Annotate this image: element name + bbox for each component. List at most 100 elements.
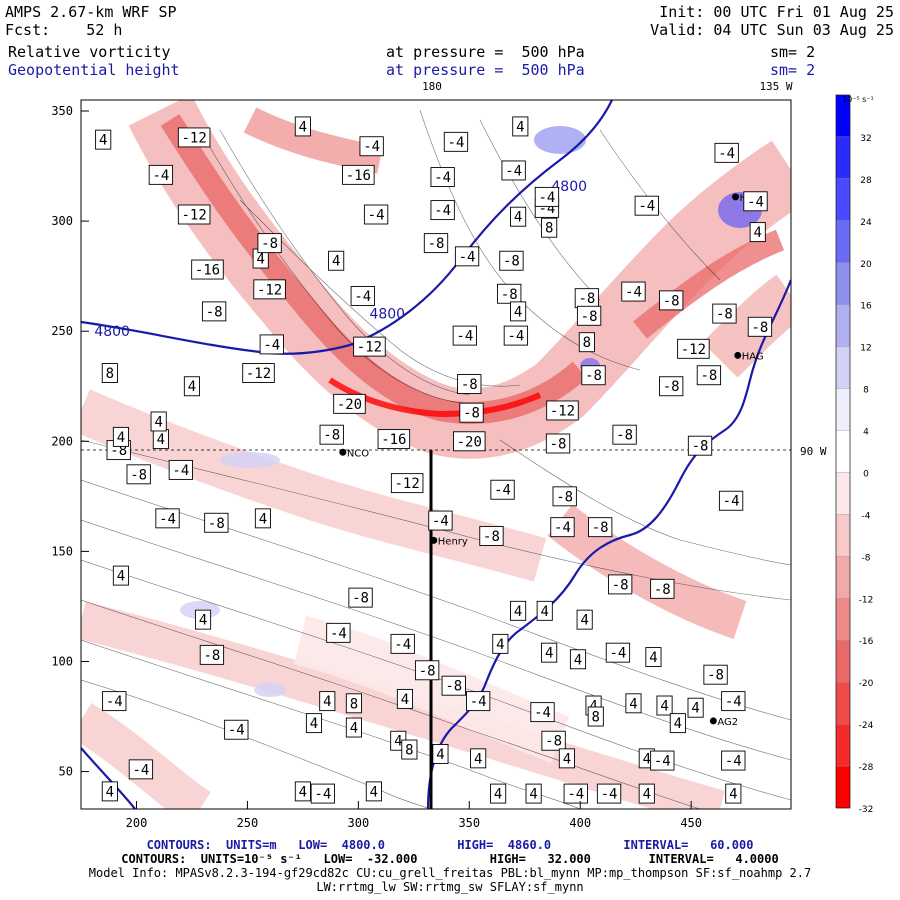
colorbar-label: -32 (859, 805, 874, 815)
vorticity-label-box (390, 633, 415, 654)
vorticity-label-box (578, 332, 595, 353)
vorticity-label-text: -8 (130, 467, 147, 483)
vorticity-label-box (466, 691, 491, 712)
y-axis-ticks: 50 100 150 200 250 300 350 (51, 104, 89, 779)
vorticity-label-box (536, 600, 553, 621)
vorticity-label: -4 (466, 691, 491, 712)
vorticity-label-box (608, 574, 633, 595)
vorticity-label-box (499, 250, 524, 271)
vorticity-label: -12 (546, 400, 579, 421)
vorticity-label-text: -8 (616, 428, 633, 444)
vorticity-label-text: 4 (691, 701, 699, 717)
vorticity-label-text: -4 (106, 694, 123, 710)
vorticity-label-box (581, 365, 606, 386)
vorticity-label-box (696, 365, 722, 386)
vorticity-label: 4 (510, 301, 527, 322)
vorticity-label: -20 (333, 393, 366, 414)
x-tick-label: 400 (569, 816, 591, 830)
vorticity-label-text: -4 (505, 163, 522, 179)
vorticity-label-text: -8 (663, 293, 680, 309)
vorticity-label-text: -4 (152, 168, 169, 184)
vorticity-label-box (345, 693, 362, 714)
vorticity-label-text: 4 (629, 696, 637, 712)
vorticity-label: -8 (201, 301, 227, 322)
vorticity-label-text: -8 (461, 377, 478, 393)
vorticity-label: -8 (588, 517, 613, 538)
vorticity-label-text: -8 (578, 291, 595, 307)
vorticity-label: -8 (687, 435, 713, 456)
vorticity-label-box (443, 131, 469, 152)
vorticity-label-text: 4 (529, 787, 537, 803)
colorbar-label: -12 (859, 595, 874, 605)
vorticity-label-text: 8 (545, 221, 553, 237)
vorticity-label: -8 (612, 424, 637, 445)
vorticity-label-box (168, 459, 193, 480)
vorticity-label-box (453, 431, 486, 452)
vorticity-label-box (541, 730, 566, 751)
vorticity-label-text: 4 (370, 784, 378, 800)
vorticity-label-box (350, 286, 375, 306)
vorticity-label: 4 (150, 411, 167, 432)
vorticity-label-box (650, 750, 675, 771)
vorticity-label-box (102, 691, 127, 712)
vorticity-label-box (563, 783, 588, 804)
vorticity-label-text: -4 (448, 135, 465, 151)
vorticity-label-text: -8 (716, 307, 733, 323)
vorticity-label-text: 4 (514, 210, 522, 226)
vorticity-label: 4 (510, 600, 527, 621)
vorticity-label: -8 (126, 464, 151, 485)
vorticity-label-text: -4 (539, 190, 556, 206)
vorticity-label-box (201, 301, 227, 322)
vorticity-label-box (558, 748, 575, 769)
vorticity-label: 8 (541, 217, 558, 238)
vorticity-label-text: -8 (428, 236, 445, 252)
vorticity-label: -12 (390, 473, 424, 494)
station-name: NCO (347, 448, 369, 459)
colorbar-segment (835, 556, 851, 599)
vorticity-label-text: -16 (346, 168, 371, 184)
vorticity-label-text: -4 (172, 463, 189, 479)
vorticity-label-text: -8 (663, 379, 680, 395)
vorticity-label: -4 (534, 186, 560, 207)
vorticity-label-box (423, 233, 449, 254)
vorticity-label-box (459, 402, 484, 423)
vorticity-label: 4 (294, 781, 311, 802)
vorticity-label-box (545, 433, 571, 454)
vorticity-label: 4 (183, 376, 200, 397)
vorticity-label-box (587, 706, 604, 727)
vorticity-label-text: -12 (395, 476, 420, 492)
vorticity-label: -4 (743, 191, 768, 212)
vorticity-label: -4 (563, 783, 588, 804)
vorticity-field (81, 100, 791, 809)
station-dot (709, 717, 717, 725)
y-tick-label: 300 (51, 214, 73, 228)
vorticity-label-box (534, 186, 560, 207)
colorbar-label: -28 (859, 763, 874, 773)
vorticity-label: -4 (168, 459, 193, 480)
vorticity-label-box (721, 691, 746, 712)
vorticity-label-box (112, 426, 129, 447)
vorticity-label-text: 4 (436, 747, 444, 763)
vorticity-label-box (576, 305, 602, 326)
colorbar-segment (835, 178, 851, 221)
colorbar-label: 20 (860, 260, 872, 270)
vorticity-label-box (687, 435, 713, 456)
vorticity-label: -4 (430, 167, 455, 188)
colorbar-label: 24 (860, 218, 872, 228)
longitude-label-180: 180 (422, 80, 442, 93)
vorticity-label-box (294, 116, 311, 137)
vorticity-label-text: -12 (257, 282, 282, 298)
vorticity-label-text: 4 (494, 787, 502, 803)
vorticity-label-box (492, 633, 509, 654)
vorticity-label-text: -4 (434, 203, 451, 219)
vorticity-label-box (328, 250, 345, 271)
vorticity-label: 4 (112, 426, 129, 447)
vorticity-label-box (457, 374, 482, 394)
vorticity-label: -4 (714, 142, 739, 163)
vorticity-label: -4 (310, 783, 335, 804)
vorticity-label: 4 (669, 713, 686, 734)
vorticity-label: 4 (510, 206, 527, 227)
y-tick-label: 250 (51, 324, 73, 338)
x-tick-label: 200 (126, 816, 148, 830)
vorticity-label: -8 (541, 730, 566, 751)
